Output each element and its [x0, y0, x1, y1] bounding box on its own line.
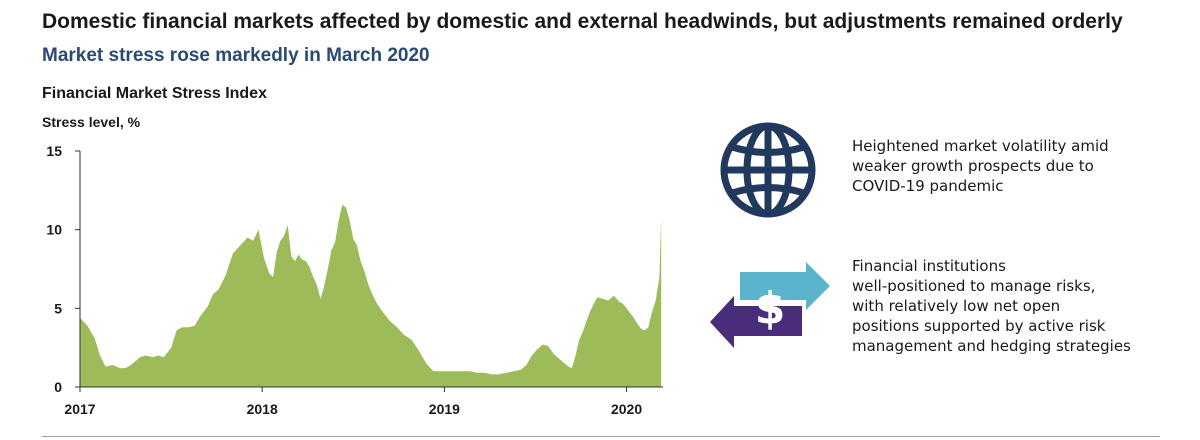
globe-strokes — [720, 122, 816, 218]
panel-item-text: Heightened market volatility amid weaker … — [852, 136, 1109, 196]
stress-index-chart: 0 5 10 15 2017 2018 2019 2020 — [46, 143, 663, 417]
currency-exchange-icon: $ — [708, 262, 832, 352]
stress-index-area — [80, 204, 662, 387]
y-axis-label: Stress level, % — [42, 114, 141, 130]
x-tick-label: 2020 — [611, 401, 642, 417]
arrow-left-icon — [710, 296, 802, 348]
y-tick-label: 0 — [54, 379, 62, 395]
x-tick-label: 2017 — [64, 401, 95, 417]
panel-text-line: well-positioned to manage risks, — [852, 277, 1096, 295]
y-tick-label: 10 — [46, 222, 62, 238]
panel-item-text: Financial institutions well-positioned to… — [852, 256, 1131, 356]
panel-text-line: COVID-19 pandemic — [852, 177, 1004, 195]
chart-axes-layer: 0 5 10 15 2017 2018 2019 2020 — [46, 143, 663, 417]
globe-icon — [716, 120, 820, 220]
panel-text-line: Heightened market volatility amid — [852, 137, 1109, 155]
panel-text-line: with relatively low net open — [852, 297, 1061, 315]
panel-text-line: positions supported by active risk — [852, 317, 1106, 335]
page-subtitle: Market stress rose markedly in March 202… — [42, 45, 430, 66]
panel-text-line: Financial institutions — [852, 257, 1006, 275]
chart-title: Financial Market Stress Index — [42, 85, 267, 102]
panel-text-line: management and hedging strategies — [852, 337, 1131, 355]
arrow-right-icon — [740, 262, 830, 310]
page-title: Domestic financial markets affected by d… — [42, 10, 1123, 33]
y-tick-label: 15 — [46, 143, 62, 159]
chart-area-layer — [80, 204, 662, 387]
panel-text-line: weaker growth prospects due to — [852, 157, 1094, 175]
y-tick-label: 5 — [54, 300, 62, 316]
x-tick-label: 2019 — [429, 401, 460, 417]
bottom-divider — [42, 436, 1160, 437]
x-tick-label: 2018 — [247, 401, 278, 417]
dollar-icon: $ — [755, 283, 786, 334]
